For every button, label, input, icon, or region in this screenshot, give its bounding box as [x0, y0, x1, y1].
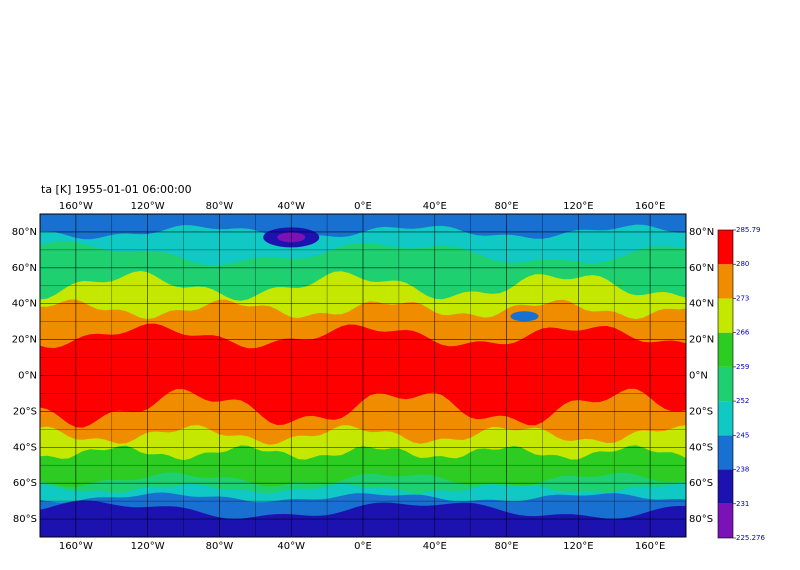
y-tick-label: 40°N	[12, 299, 37, 310]
colorbar-segment	[718, 469, 733, 504]
colorbar-segment	[718, 298, 733, 333]
colorbar-label: 238	[736, 466, 749, 474]
y-tick-label: 40°S	[689, 442, 713, 453]
y-tick-label: 80°S	[13, 514, 37, 525]
y-tick-label: 0°N	[689, 371, 708, 382]
colorbar-segment	[718, 332, 733, 367]
colorbar-frame	[717, 229, 734, 539]
colorbar-label: 259	[736, 363, 749, 371]
y-tick-label: 40°S	[13, 442, 37, 453]
y-tick-label: 20°N	[689, 335, 714, 346]
x-tick-label: 40°E	[423, 541, 447, 552]
x-tick-label: 80°W	[206, 541, 234, 552]
x-tick-label: 160°W	[59, 541, 93, 552]
colorbar-label: 252	[736, 397, 749, 405]
colorbar-label: 266	[736, 329, 750, 337]
y-tick-label: 60°N	[12, 263, 37, 274]
x-tick-label: 40°W	[277, 201, 305, 212]
y-tick-label: 60°N	[689, 263, 714, 274]
x-tick-label: 120°W	[131, 201, 165, 212]
grid	[39, 213, 687, 538]
contour-fill	[510, 311, 539, 322]
colorbar-segment	[718, 366, 733, 402]
colorbar-segment	[718, 230, 733, 265]
colorbar-segment	[718, 401, 733, 436]
x-tick-label: 160°E	[635, 541, 665, 552]
map-frame	[39, 213, 687, 538]
x-tick-label: 0°E	[354, 201, 372, 212]
x-tick-label: 120°W	[131, 541, 165, 552]
y-tick-label: 80°N	[689, 227, 714, 238]
y-tick-label: 40°N	[689, 299, 714, 310]
x-tick-label: 80°W	[206, 201, 234, 212]
y-tick-label: 80°S	[689, 514, 713, 525]
colorbar-label: 225.276	[736, 534, 765, 542]
colorbar-label: 285.79	[736, 226, 761, 234]
x-tick-label: 160°E	[635, 201, 665, 212]
x-tick-label: 120°E	[563, 201, 593, 212]
x-tick-label: 160°W	[59, 201, 93, 212]
y-tick-label: 0°N	[18, 371, 37, 382]
y-tick-label: 20°S	[13, 406, 37, 417]
colorbar-label: 245	[736, 431, 749, 439]
y-tick-label: 20°S	[689, 406, 713, 417]
figure-title: ta [K] 1955-01-01 06:00:00	[41, 183, 192, 196]
y-tick-label: 80°N	[12, 227, 37, 238]
colorbar-label: 280	[736, 260, 749, 268]
x-tick-label: 80°E	[495, 201, 519, 212]
x-tick-label: 40°E	[423, 201, 447, 212]
colorbar-segment	[718, 503, 733, 538]
colorbar-label: 231	[736, 500, 749, 508]
x-tick-label: 80°E	[495, 541, 519, 552]
y-tick-label: 20°N	[12, 335, 37, 346]
contour-fills	[40, 214, 686, 537]
y-tick-label: 60°S	[689, 478, 713, 489]
colorbar-label: 273	[736, 294, 749, 302]
x-tick-label: 0°E	[354, 541, 372, 552]
colorbar-segment	[718, 264, 733, 299]
x-tick-label: 120°E	[563, 541, 593, 552]
colorbar-segment	[718, 435, 733, 470]
y-tick-label: 60°S	[13, 478, 37, 489]
x-tick-label: 40°W	[277, 541, 305, 552]
